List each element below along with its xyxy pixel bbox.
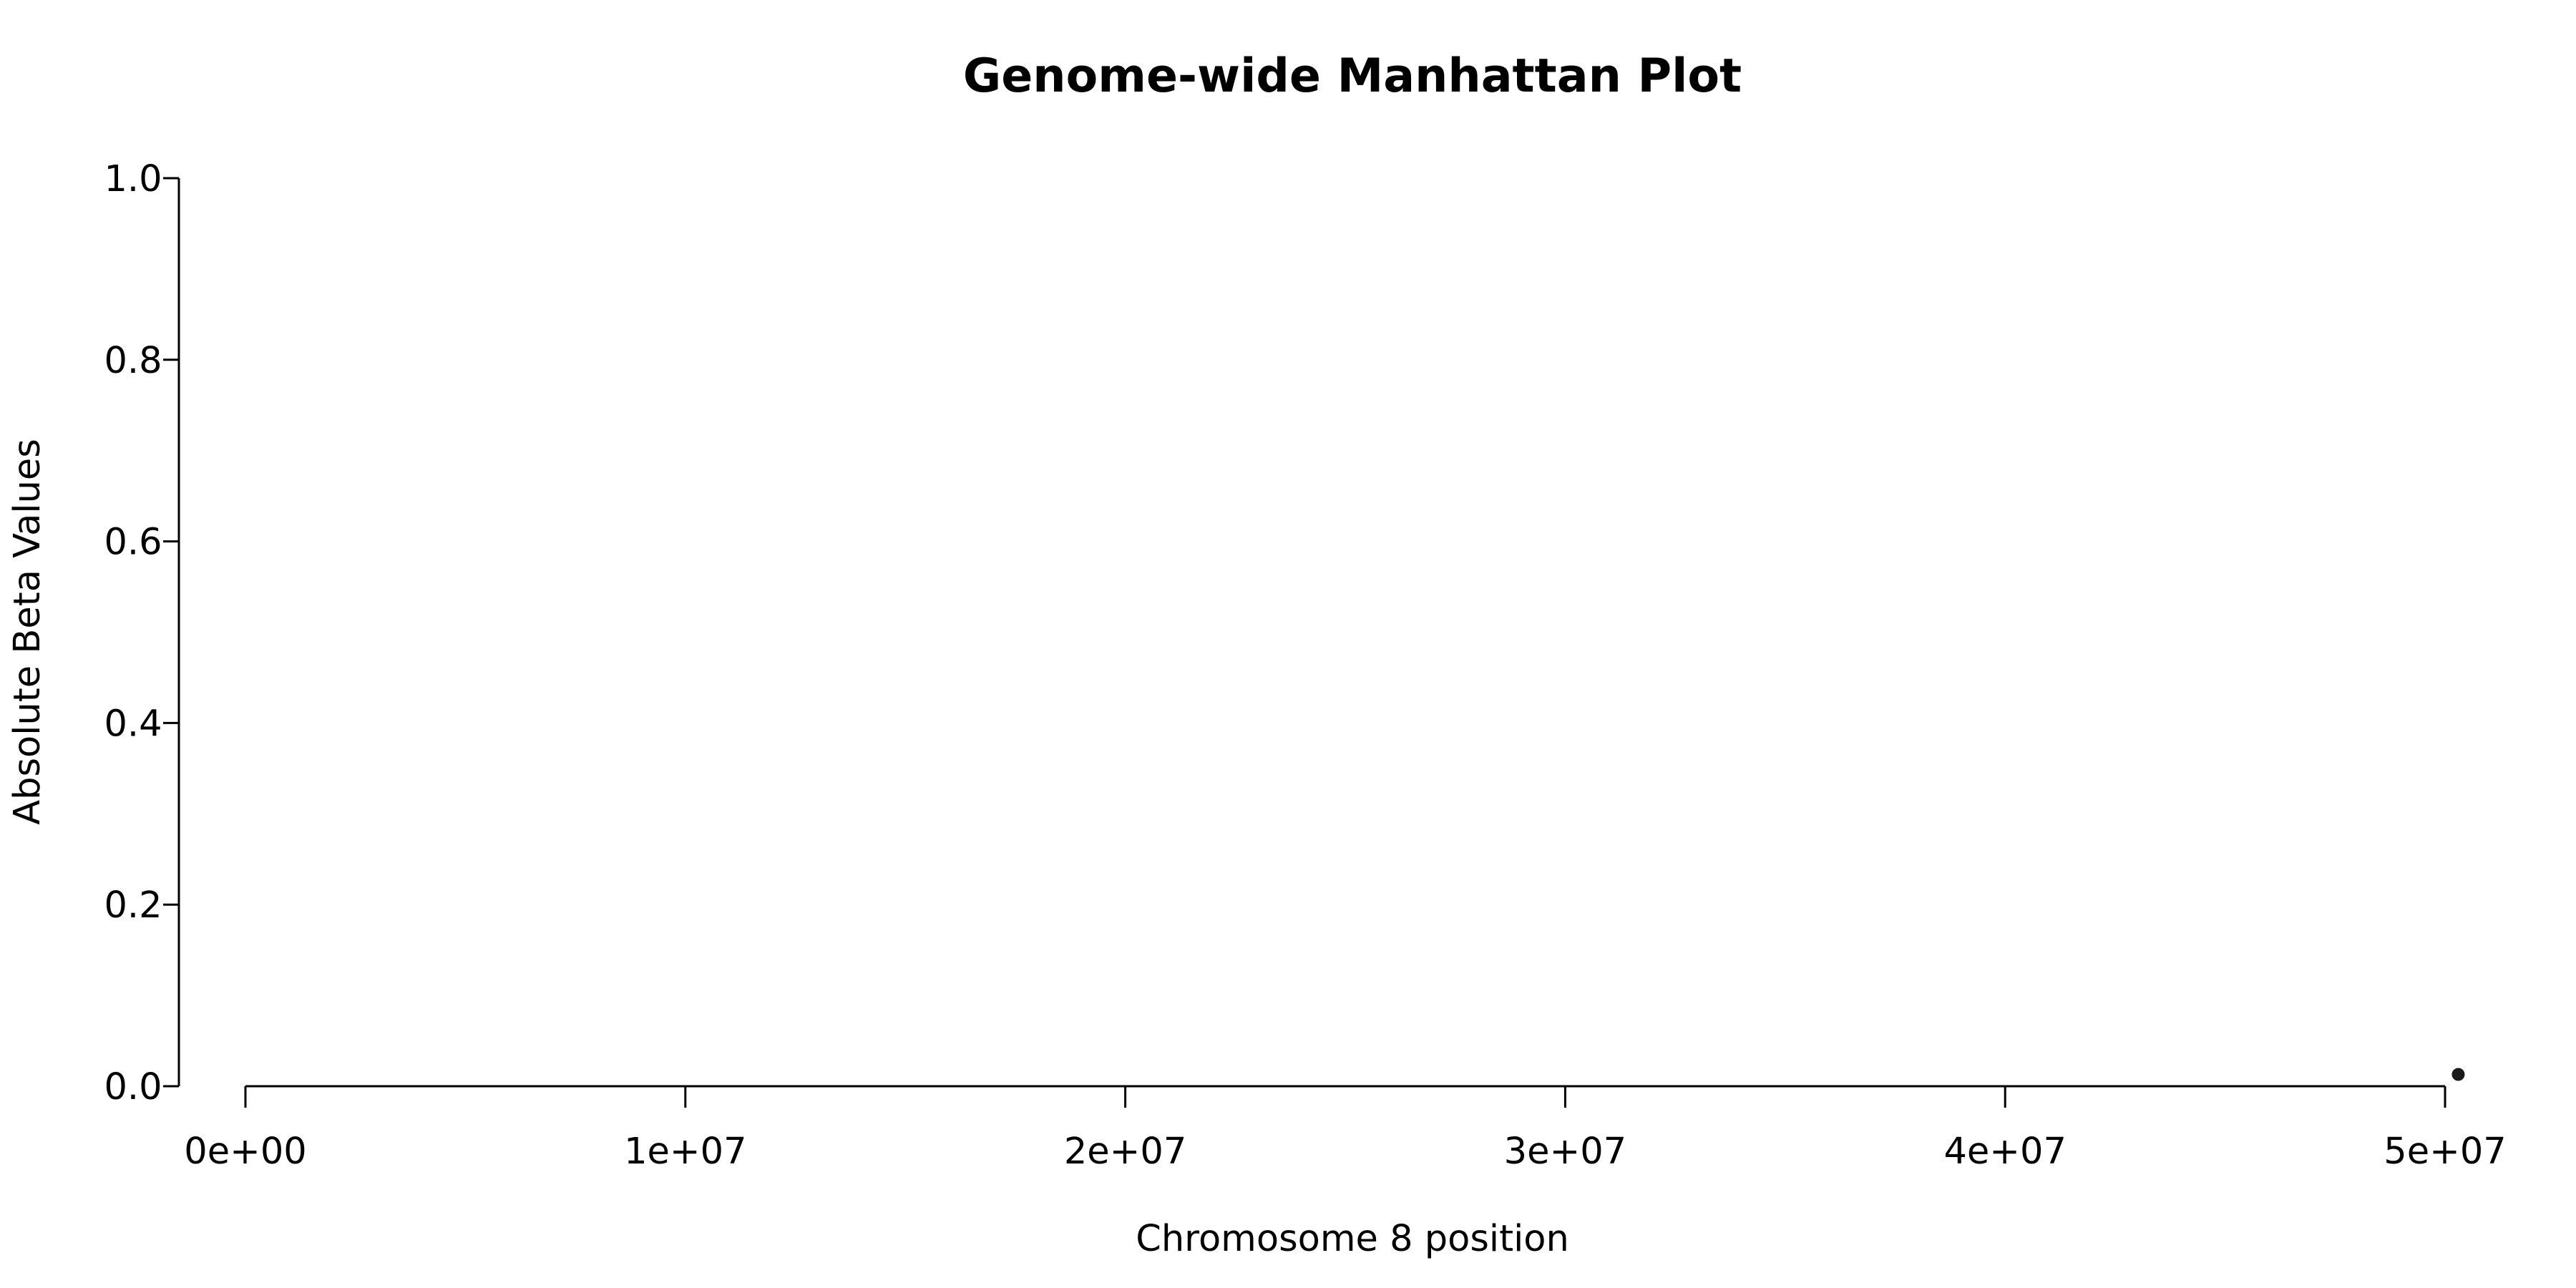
y-tick-label: 0.6 [104,522,162,564]
x-axis: 0e+00 1e+07 2e+07 3e+07 4e+07 5e+07 [184,1085,2507,1173]
y-tick-label: 1.0 [104,158,162,200]
y-tick-label: 0.0 [104,1066,162,1108]
data-point [2451,1068,2465,1081]
y-axis-label: Absolute Beta Values [6,439,49,825]
x-tick-label: 2e+07 [1064,1131,1186,1173]
y-tick-label: 0.2 [104,884,162,927]
x-tick-label: 5e+07 [2384,1131,2506,1173]
y-tick-label: 0.8 [104,340,162,382]
x-tick-label: 0e+00 [184,1131,306,1173]
y-tick-label: 0.4 [104,703,162,745]
data-points [2451,1068,2465,1081]
x-tick-label: 3e+07 [1504,1131,1626,1173]
y-axis: 0.0 0.2 0.4 0.6 0.8 1.0 [104,158,180,1108]
x-tick-label: 1e+07 [624,1131,746,1173]
chart-title: Genome-wide Manhattan Plot [963,49,1742,103]
x-tick-label: 4e+07 [1943,1131,2066,1173]
x-axis-label: Chromosome 8 position [1136,1218,1569,1260]
